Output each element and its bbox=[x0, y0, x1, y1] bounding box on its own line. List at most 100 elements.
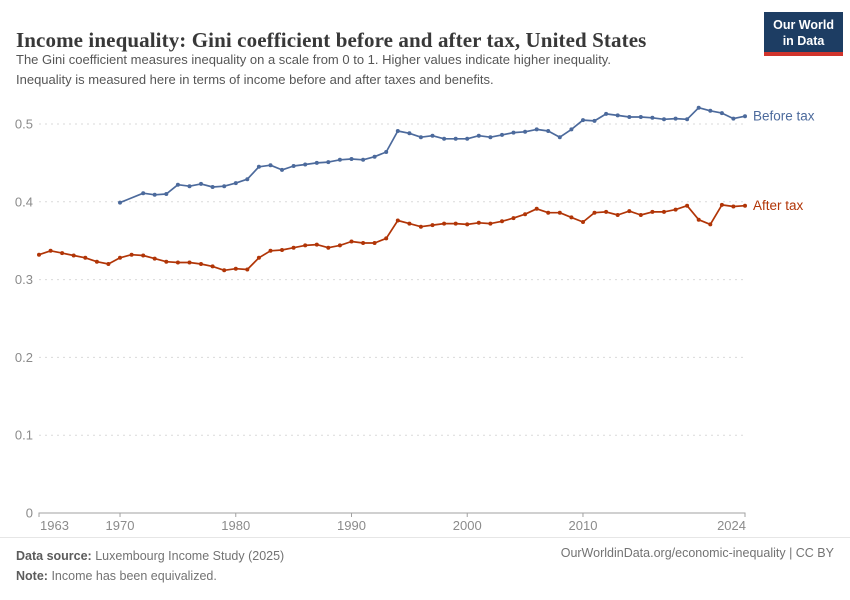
after-tax-point bbox=[384, 236, 389, 241]
before-tax-point bbox=[384, 150, 389, 154]
note-value: Income has been equivalized. bbox=[51, 569, 217, 583]
after-tax-label: After tax bbox=[753, 198, 804, 213]
before-tax-point bbox=[222, 184, 227, 189]
before-tax-point bbox=[303, 162, 308, 167]
before-tax-point bbox=[199, 181, 203, 186]
before-tax-point bbox=[175, 182, 180, 187]
x-tick-label: 1980 bbox=[221, 518, 250, 533]
after-tax-point bbox=[175, 260, 180, 265]
after-tax-point bbox=[731, 204, 736, 209]
after-tax-point bbox=[592, 210, 597, 215]
note-row: Note: Income has been equivalized. bbox=[16, 566, 284, 586]
after-tax-point bbox=[638, 213, 643, 217]
before-tax-point bbox=[337, 157, 342, 162]
before-tax-point bbox=[395, 129, 400, 133]
after-tax-point bbox=[48, 248, 53, 253]
footer-source-note: Data source: Luxembourg Income Study (20… bbox=[16, 546, 284, 586]
after-tax-point bbox=[361, 241, 366, 245]
after-tax-point bbox=[407, 221, 412, 226]
before-tax-point bbox=[407, 131, 412, 136]
after-tax-point bbox=[534, 206, 539, 211]
footer-link[interactable]: OurWorldinData.org/economic-inequality |… bbox=[560, 546, 834, 560]
x-tick-label: 1970 bbox=[106, 518, 135, 533]
before-tax-point bbox=[523, 129, 528, 134]
before-tax-point bbox=[152, 192, 157, 197]
after-tax-point bbox=[662, 209, 666, 214]
before-tax-point bbox=[372, 154, 377, 159]
after-tax-point bbox=[395, 218, 400, 223]
after-tax-point bbox=[106, 262, 111, 266]
after-tax-point bbox=[256, 255, 261, 260]
after-tax-point bbox=[708, 222, 713, 227]
before-tax-point bbox=[453, 136, 458, 141]
before-tax-point bbox=[731, 116, 736, 121]
before-tax-point bbox=[349, 157, 354, 161]
after-tax-line bbox=[38, 204, 746, 272]
after-tax-point bbox=[164, 259, 169, 264]
after-tax-point bbox=[476, 220, 481, 225]
owid-logo-line1: Our World bbox=[773, 18, 834, 32]
y-tick-label: 0.3 bbox=[15, 272, 33, 287]
before-tax-point bbox=[581, 118, 585, 123]
before-tax-point bbox=[361, 157, 366, 162]
data-source-label: Data source: bbox=[16, 549, 92, 563]
after-tax-point bbox=[372, 241, 377, 245]
before-tax-point bbox=[673, 116, 678, 121]
after-tax-point bbox=[83, 255, 88, 260]
after-tax-point bbox=[187, 260, 192, 265]
after-tax-point bbox=[94, 259, 99, 264]
before-tax-point bbox=[557, 135, 562, 140]
before-tax-point bbox=[245, 177, 250, 182]
after-tax-point bbox=[118, 255, 122, 260]
after-tax-point bbox=[337, 243, 342, 248]
after-tax-point bbox=[291, 245, 296, 250]
before-tax-point bbox=[604, 111, 609, 116]
after-tax-point bbox=[326, 245, 331, 250]
after-tax-point bbox=[245, 267, 250, 272]
before-tax-point bbox=[627, 115, 632, 119]
after-tax-point bbox=[673, 207, 678, 212]
after-tax-point bbox=[546, 210, 551, 215]
after-tax-point bbox=[268, 248, 273, 253]
before-tax-point bbox=[743, 114, 747, 119]
before-tax-point bbox=[569, 127, 574, 132]
subtitle-line-2: Inequality is measured here in terms of … bbox=[16, 71, 494, 87]
x-tick-label: 2010 bbox=[569, 518, 598, 533]
after-tax-point bbox=[418, 224, 423, 229]
before-tax-point bbox=[141, 191, 146, 196]
before-tax-point bbox=[719, 111, 724, 116]
after-tax-point bbox=[685, 203, 690, 208]
after-tax-point bbox=[569, 215, 574, 220]
before-tax-point bbox=[488, 135, 493, 140]
after-tax-point bbox=[627, 209, 632, 214]
before-tax-point bbox=[430, 133, 435, 138]
y-tick-label: 0.2 bbox=[15, 350, 33, 365]
after-tax-point bbox=[650, 209, 655, 214]
before-tax-point bbox=[256, 164, 261, 169]
after-tax-point bbox=[696, 217, 701, 222]
after-tax-point bbox=[303, 243, 308, 248]
after-tax-point bbox=[314, 242, 319, 247]
y-tick-label: 0.5 bbox=[15, 117, 33, 132]
before-tax-point bbox=[615, 113, 620, 118]
after-tax-point bbox=[743, 203, 747, 208]
chart-subtitle: The Gini coefficient measures inequality… bbox=[16, 50, 776, 89]
after-tax-point bbox=[199, 262, 203, 266]
owid-logo[interactable]: Our World in Data bbox=[764, 12, 843, 56]
before-tax-point bbox=[511, 130, 516, 135]
before-tax-point bbox=[442, 136, 447, 141]
before-tax-point bbox=[500, 132, 504, 137]
y-tick-label: 0.1 bbox=[15, 428, 33, 443]
before-tax-point bbox=[164, 192, 169, 196]
note-label: Note: bbox=[16, 569, 48, 583]
before-tax-point bbox=[696, 105, 701, 110]
after-tax-point bbox=[60, 251, 65, 256]
after-tax-point bbox=[511, 216, 516, 221]
after-tax-point bbox=[430, 223, 435, 228]
data-source-row: Data source: Luxembourg Income Study (20… bbox=[16, 546, 284, 566]
footer-divider bbox=[0, 537, 850, 538]
x-tick-label: 2000 bbox=[453, 518, 482, 533]
page-title: Income inequality: Gini coefficient befo… bbox=[16, 28, 647, 53]
after-tax-point bbox=[37, 252, 41, 257]
before-tax-point bbox=[592, 118, 597, 123]
